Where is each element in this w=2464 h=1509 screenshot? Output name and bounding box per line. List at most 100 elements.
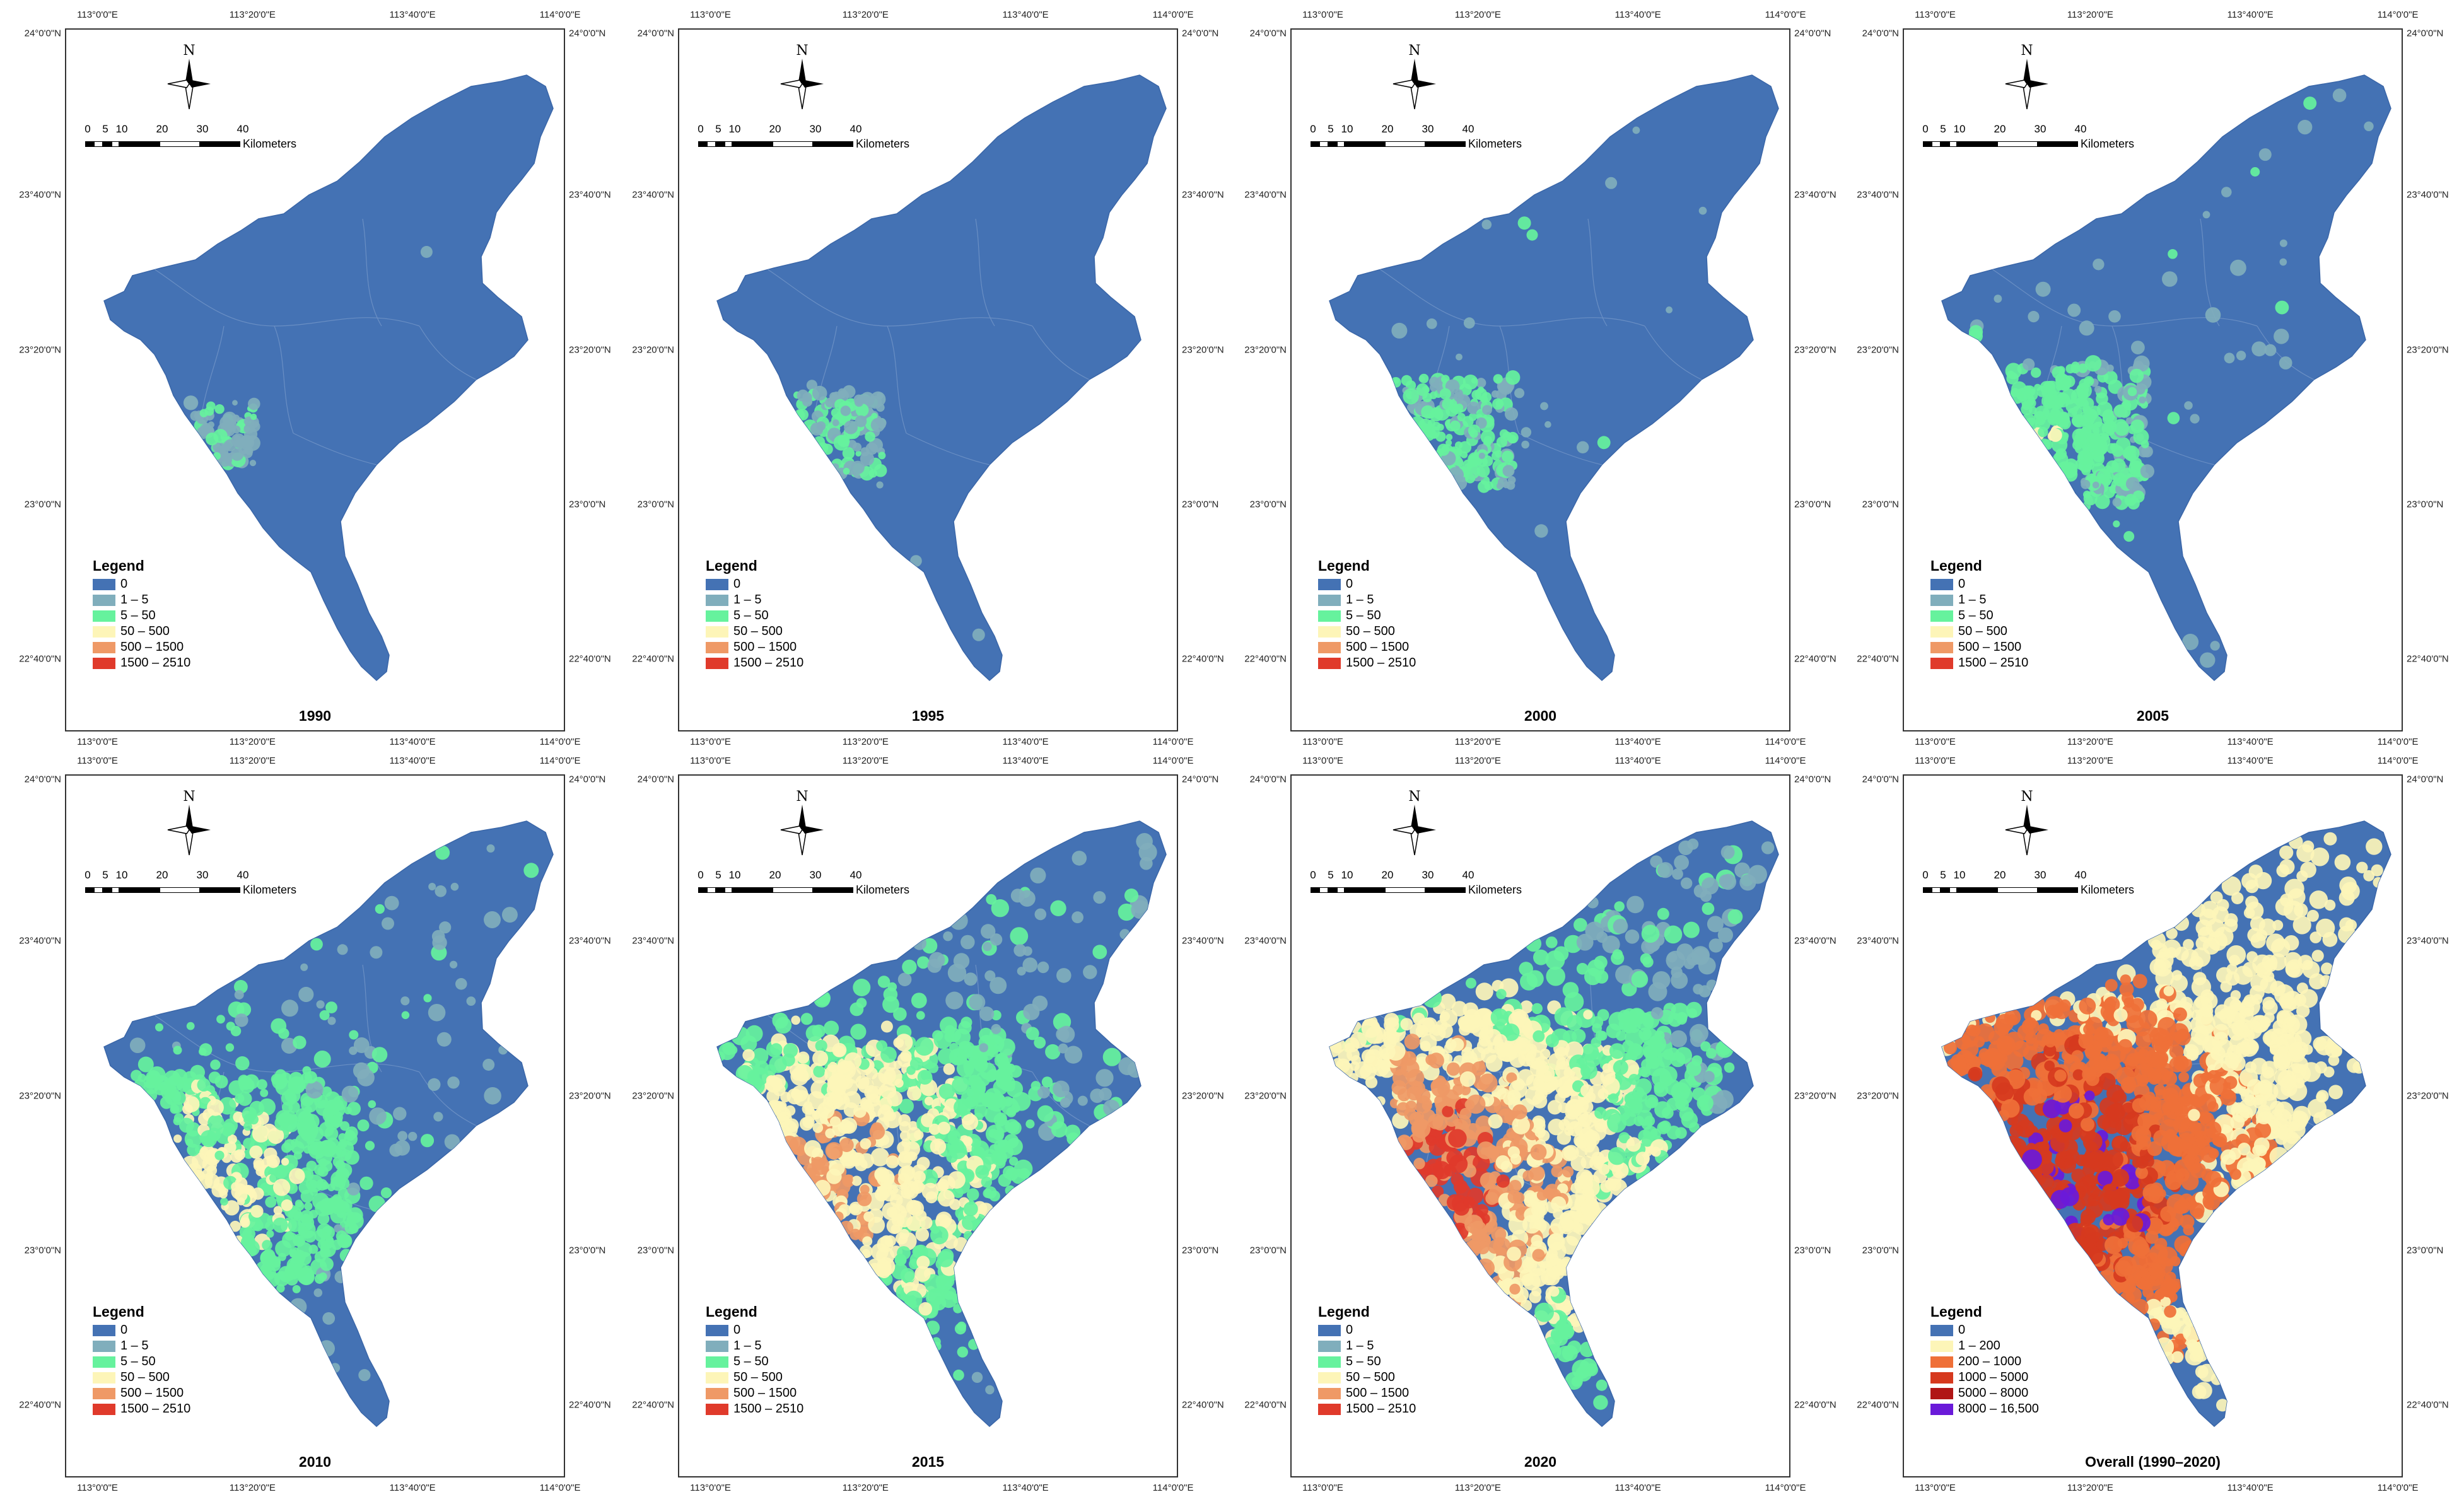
hotspot-dot bbox=[1427, 419, 1436, 428]
hotspot-dot bbox=[1612, 949, 1623, 960]
scale-bar-number: 40 bbox=[850, 869, 862, 881]
scale-bar-number: 30 bbox=[809, 123, 822, 135]
lon-tick-label: 113°20'0"E bbox=[2067, 755, 2113, 766]
hotspot-dot bbox=[998, 1174, 1012, 1187]
hotspot-dot bbox=[1547, 1233, 1565, 1251]
hotspot-dot bbox=[2006, 372, 2019, 385]
hotspot-dot bbox=[2021, 400, 2031, 411]
hotspot-dot bbox=[1687, 1008, 1698, 1018]
legend-label: 1500 – 2510 bbox=[733, 656, 804, 670]
legend-item: 1000 – 5000 bbox=[1930, 1370, 2039, 1385]
hotspot-dot bbox=[2072, 1069, 2084, 1081]
hotspot-dot bbox=[1650, 1146, 1661, 1157]
scale-bar-graphic: Kilometers bbox=[698, 883, 909, 897]
hotspot-dot bbox=[2054, 416, 2063, 424]
hotspot-dot bbox=[2048, 397, 2062, 409]
hotspot-dot bbox=[990, 977, 1007, 994]
hotspot-dot bbox=[2220, 981, 2233, 993]
hotspot-dot bbox=[1455, 404, 1464, 412]
hotspot-dot bbox=[2294, 903, 2308, 918]
hotspot-dot bbox=[369, 1107, 387, 1125]
hotspot-dot bbox=[1614, 901, 1625, 912]
hotspot-dot bbox=[1671, 972, 1688, 989]
lat-tick-label: 22°40'0"N bbox=[569, 653, 611, 665]
hotspot-dot bbox=[1968, 1066, 1983, 1081]
hotspot-dot bbox=[1416, 383, 1429, 396]
scale-bar-graphic: Kilometers bbox=[1311, 883, 1522, 897]
hotspot-dot bbox=[289, 1249, 298, 1258]
lat-tick-label: 22°40'0"N bbox=[19, 653, 61, 665]
hotspot-dot bbox=[815, 1040, 827, 1052]
hotspot-dot bbox=[2139, 396, 2146, 404]
hotspot-dot bbox=[1396, 1102, 1410, 1116]
hotspot-dot bbox=[2173, 1116, 2190, 1133]
hotspot-dot bbox=[2103, 423, 2111, 433]
hotspot-dot bbox=[423, 994, 432, 1003]
hotspot-dot bbox=[1641, 1135, 1654, 1147]
legend-label: 1 – 5 bbox=[120, 593, 149, 607]
lat-tick-label: 23°40'0"N bbox=[632, 189, 674, 201]
hotspot-dot bbox=[2296, 1004, 2310, 1018]
hotspot-dot bbox=[2275, 300, 2289, 315]
hotspot-dot bbox=[2098, 1170, 2113, 1186]
hotspot-dot bbox=[2083, 491, 2091, 499]
hotspot-dot bbox=[751, 1047, 769, 1065]
legend-label: 5 – 50 bbox=[120, 1355, 156, 1368]
lon-tick-label: 113°40'0"E bbox=[2227, 755, 2274, 766]
lon-tick-label: 113°40'0"E bbox=[1002, 737, 1049, 747]
hotspot-dot bbox=[1425, 1054, 1437, 1066]
hotspot-dot bbox=[802, 396, 813, 407]
hotspot-dot bbox=[2052, 452, 2069, 467]
hotspot-dot bbox=[307, 1139, 324, 1155]
hotspot-dot bbox=[2205, 1052, 2224, 1071]
hotspot-dot bbox=[2094, 494, 2110, 510]
hotspot-dot bbox=[921, 1113, 935, 1127]
lon-tick-label: 113°20'0"E bbox=[2067, 737, 2113, 747]
hotspot-dot bbox=[2181, 949, 2199, 967]
hotspot-dot bbox=[2243, 1029, 2255, 1042]
scale-bar-unit: Kilometers bbox=[856, 137, 910, 150]
hotspot-dot bbox=[898, 1166, 914, 1182]
hotspot-dot bbox=[466, 996, 476, 1006]
scale-bar-segment bbox=[813, 141, 853, 147]
hotspot-dot bbox=[2230, 1114, 2245, 1129]
legend-item: 500 – 1500 bbox=[1930, 639, 2028, 655]
hotspot-dot bbox=[840, 405, 851, 416]
lat-tick-label: 23°40'0"N bbox=[1244, 935, 1287, 947]
hotspot-dot bbox=[2287, 1014, 2308, 1035]
hotspot-dot bbox=[394, 1140, 411, 1156]
hotspot-dot bbox=[1664, 1079, 1681, 1095]
hotspot-dot bbox=[1524, 1207, 1539, 1223]
hotspot-dot bbox=[2140, 464, 2154, 479]
hotspot-dot bbox=[1506, 1072, 1517, 1083]
study-area-map bbox=[1329, 820, 1779, 1428]
study-area-map bbox=[103, 820, 554, 1428]
hotspot-dot bbox=[243, 1122, 252, 1131]
hotspot-dot bbox=[1403, 388, 1419, 405]
hotspot-dot bbox=[2193, 972, 2207, 986]
hotspot-dot bbox=[1580, 1112, 1596, 1129]
hotspot-dot bbox=[314, 1228, 327, 1242]
hotspot-dot bbox=[1064, 1046, 1083, 1064]
hotspot-dot bbox=[1632, 126, 1640, 134]
map-panel: 113°0'0"E 113°0'0"E 113°20'0"E 113°20'0"E 11… bbox=[1225, 0, 1850, 750]
hotspot-dot bbox=[1666, 950, 1686, 970]
scale-bar-segment bbox=[119, 887, 160, 893]
hotspot-dot bbox=[334, 1271, 347, 1283]
scale-bar-graphic: Kilometers bbox=[1923, 883, 2134, 897]
lon-tick-label: 113°20'0"E bbox=[229, 1483, 276, 1493]
lat-tick-label: 22°40'0"N bbox=[1857, 653, 1899, 665]
hotspot-dot bbox=[850, 1002, 864, 1017]
hotspot-dot bbox=[321, 1160, 333, 1172]
hotspot-dot bbox=[916, 1011, 925, 1020]
hotspot-dot bbox=[1539, 1048, 1551, 1059]
lon-tick-label: 114°0'0"E bbox=[539, 9, 581, 20]
legend-swatch bbox=[1318, 1340, 1341, 1352]
hotspot-dot bbox=[913, 1170, 926, 1184]
lat-tick-label: 23°20'0"N bbox=[1794, 1090, 1836, 1102]
hotspot-dot bbox=[1459, 1107, 1472, 1120]
hotspot-dot bbox=[907, 1086, 921, 1101]
hotspot-dot bbox=[298, 1226, 308, 1237]
